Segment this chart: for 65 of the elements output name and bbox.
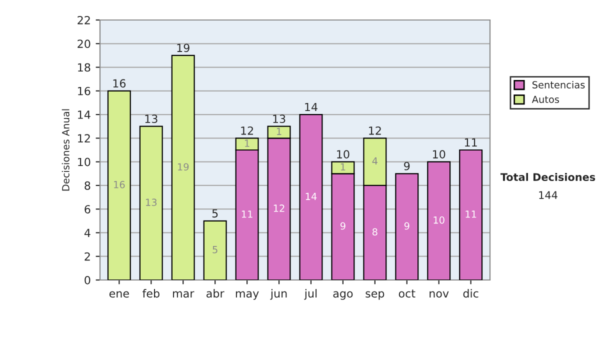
data-label: 4: [372, 157, 378, 164]
total-label: 10: [337, 150, 350, 158]
total-label: 5: [212, 209, 218, 218]
x-tick-label: mar: [173, 291, 194, 298]
data-label: 14: [306, 192, 317, 200]
x-tick-label: nov: [430, 291, 449, 298]
x-tick-label: may: [236, 291, 259, 300]
text: 144: [539, 191, 558, 199]
data-label: 9: [404, 222, 410, 230]
data-label: 16: [114, 180, 125, 188]
y-tick-label: 6: [84, 205, 90, 214]
data-label: 12: [274, 204, 284, 212]
x-tick-label: jul: [304, 289, 317, 300]
x-tick-label: sep: [366, 291, 384, 300]
y-tick-label: 20: [78, 40, 90, 48]
total-label: 13: [273, 114, 286, 124]
data-label: 1: [276, 128, 282, 135]
y-tick-label: 22: [78, 16, 90, 24]
total-label: 12: [241, 126, 254, 135]
bar: [139, 126, 163, 280]
y-tick-label: 18: [78, 63, 90, 72]
data-label: 1: [340, 163, 346, 170]
bar: [107, 90, 131, 280]
x-tick-label: ene: [109, 291, 129, 298]
data-label: 10: [434, 216, 444, 224]
x-tick-label: feb: [142, 289, 160, 298]
data-label: 11: [466, 210, 476, 218]
bar: [427, 161, 451, 280]
bar: [171, 54, 195, 280]
total-label: 9: [404, 162, 410, 170]
data-label: 19: [178, 163, 189, 171]
y-tick-label: 14: [78, 110, 90, 119]
bar: [395, 173, 419, 280]
y-tick-label: 0: [84, 276, 90, 284]
data-label: 1: [245, 140, 250, 147]
bar: [299, 114, 323, 280]
x-tick-label: abr: [206, 289, 224, 298]
total-label: 12: [369, 126, 381, 135]
data-label: 13: [146, 198, 157, 206]
x-tick-label: dic: [463, 289, 478, 298]
total-label: 10: [433, 150, 446, 158]
y-tick-label: 16: [78, 86, 90, 96]
text: Total Decisiones: [500, 172, 596, 182]
legend-label: Sentencias: [532, 80, 585, 88]
total-label: 19: [177, 44, 190, 52]
total-label: 11: [464, 138, 477, 147]
y-tick-label: 4: [84, 228, 90, 237]
total-label: 14: [305, 102, 318, 112]
x-tick-label: oct: [398, 290, 416, 298]
y-tick-label: 12: [78, 134, 90, 142]
bar: [203, 220, 227, 280]
bar: [459, 149, 483, 280]
y-tick-label: 10: [78, 158, 90, 166]
total-label: 16: [113, 79, 126, 88]
data-label: 5: [212, 246, 218, 254]
y-tick-label: 8: [84, 181, 90, 190]
data-label: 8: [372, 228, 378, 236]
y-axis-title: Decisiones Anual: [62, 109, 70, 191]
legend-label: Autos: [532, 96, 560, 104]
data-label: 9: [340, 222, 346, 230]
data-label: 11: [242, 210, 252, 218]
x-tick-label: jun: [270, 289, 287, 300]
total-label: 13: [145, 114, 158, 124]
y-tick-label: 2: [84, 252, 90, 261]
x-tick-label: ago: [333, 291, 353, 300]
